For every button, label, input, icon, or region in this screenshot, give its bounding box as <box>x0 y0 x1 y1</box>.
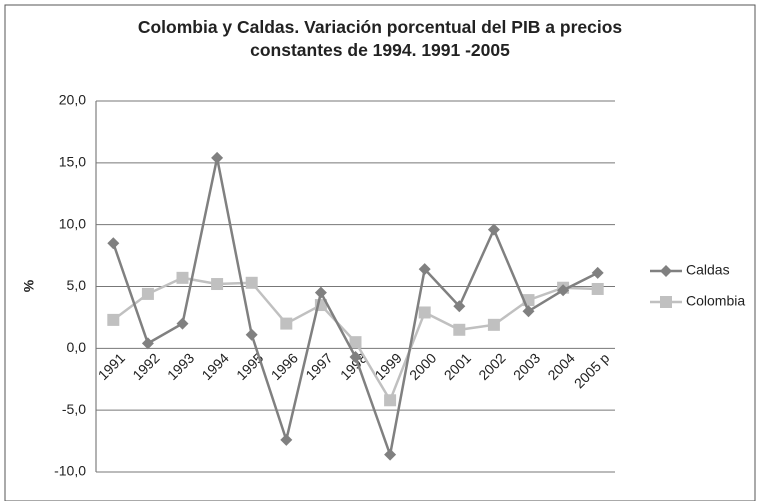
y-tick-label: 10,0 <box>59 215 86 231</box>
point <box>418 306 431 319</box>
point <box>141 337 154 350</box>
point <box>453 323 466 336</box>
x-tick-label: 2002 <box>475 350 508 383</box>
point <box>557 284 570 297</box>
point <box>349 350 362 363</box>
point <box>314 286 327 299</box>
legend-label: Colombia <box>686 293 745 309</box>
point <box>522 305 535 318</box>
point <box>245 328 258 341</box>
x-tick-label: 2003 <box>510 350 543 383</box>
point <box>107 313 120 326</box>
x-tick-label: 1994 <box>198 350 231 383</box>
y-tick-label: -5,0 <box>62 401 86 417</box>
point <box>245 276 258 289</box>
point <box>384 448 397 461</box>
legend-label: Caldas <box>686 262 730 278</box>
x-tick-label: 2001 <box>441 350 474 383</box>
y-tick-label: -10,0 <box>54 463 86 479</box>
x-tick-label: 1991 <box>95 350 128 383</box>
point <box>280 317 293 330</box>
point <box>349 336 362 349</box>
y-axis-label: % <box>21 279 37 292</box>
legend-marker <box>660 296 672 308</box>
point <box>384 394 397 407</box>
y-tick-label: 20,0 <box>59 92 86 108</box>
point <box>453 300 466 313</box>
point <box>141 287 154 300</box>
point <box>591 266 604 279</box>
y-tick-label: 15,0 <box>59 154 86 170</box>
x-tick-label: 1992 <box>129 350 162 383</box>
x-tick-label: 1996 <box>268 350 301 383</box>
chart-frame <box>4 4 756 501</box>
point <box>176 271 189 284</box>
chart-title: Colombia y Caldas. Variación porcentual … <box>137 17 623 60</box>
y-tick-label: 0,0 <box>67 339 87 355</box>
point <box>211 278 224 291</box>
point <box>487 318 500 331</box>
point <box>107 237 120 250</box>
x-tick-label: 1993 <box>164 350 197 383</box>
point <box>211 151 224 164</box>
point <box>591 282 604 295</box>
point <box>487 223 500 236</box>
x-tick-label: 2005 p <box>571 350 613 392</box>
point <box>418 263 431 276</box>
y-tick-label: 5,0 <box>67 277 87 293</box>
point <box>280 433 293 446</box>
point <box>176 317 189 330</box>
x-tick-label: 2000 <box>406 350 439 383</box>
legend-marker <box>660 265 672 277</box>
